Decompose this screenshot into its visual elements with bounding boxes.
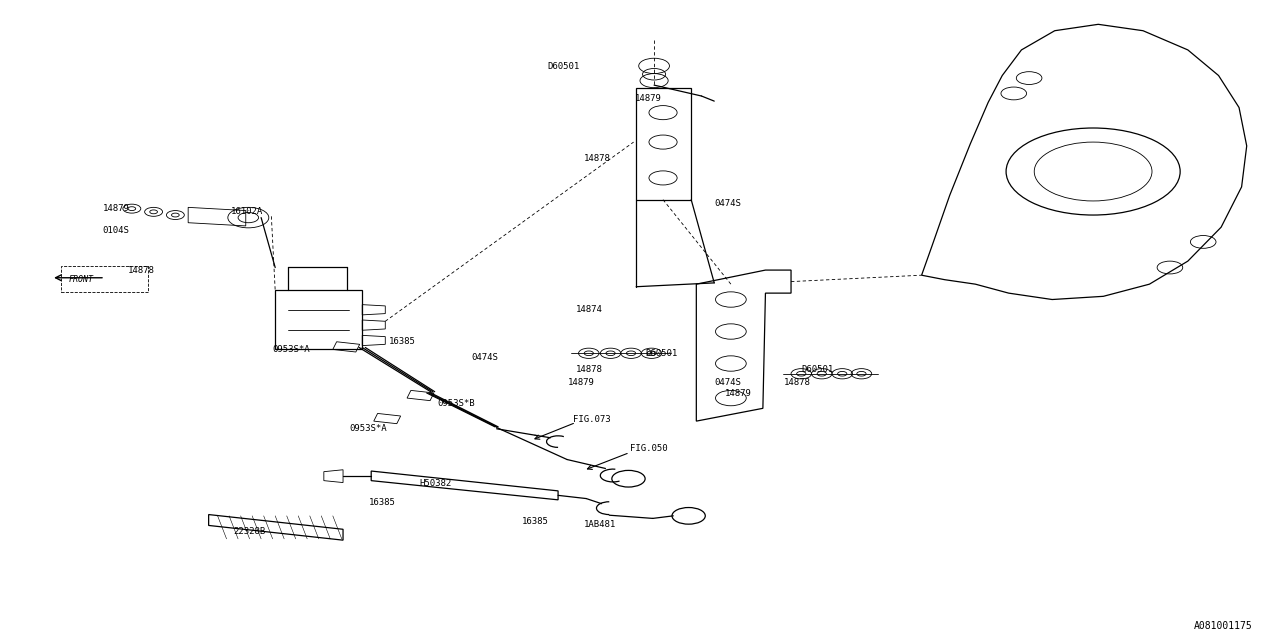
Text: D60501: D60501 xyxy=(801,365,833,374)
Text: 16385: 16385 xyxy=(522,517,549,526)
Text: D60501: D60501 xyxy=(645,349,677,358)
Text: FRONT: FRONT xyxy=(69,275,95,284)
Text: 16385: 16385 xyxy=(369,498,396,507)
Text: 0474S: 0474S xyxy=(714,199,741,208)
Text: 14878: 14878 xyxy=(584,154,611,163)
Text: 14878: 14878 xyxy=(576,365,603,374)
Text: 22328B: 22328B xyxy=(233,527,265,536)
Text: 0953S*A: 0953S*A xyxy=(349,424,387,433)
Text: 14879: 14879 xyxy=(102,204,129,213)
Text: A081001175: A081001175 xyxy=(1194,621,1253,631)
Text: H50382: H50382 xyxy=(420,479,452,488)
Text: 0953S*A: 0953S*A xyxy=(273,345,310,354)
Text: 16102A: 16102A xyxy=(230,207,262,216)
Text: 0474S: 0474S xyxy=(471,353,498,362)
Text: 0953S*B: 0953S*B xyxy=(438,399,475,408)
Text: 14879: 14879 xyxy=(635,94,662,103)
Text: 16385: 16385 xyxy=(389,337,416,346)
Text: 0104S: 0104S xyxy=(102,226,129,235)
Text: 0474S: 0474S xyxy=(714,378,741,387)
Text: 14878: 14878 xyxy=(128,266,155,275)
Text: FIG.050: FIG.050 xyxy=(630,444,667,453)
Text: D60501: D60501 xyxy=(548,62,580,71)
Text: 14879: 14879 xyxy=(568,378,595,387)
Text: FIG.073: FIG.073 xyxy=(573,415,611,424)
Text: 14879: 14879 xyxy=(724,389,751,398)
Text: 14874: 14874 xyxy=(576,305,603,314)
Text: 1AB481: 1AB481 xyxy=(584,520,616,529)
Text: 14878: 14878 xyxy=(783,378,810,387)
